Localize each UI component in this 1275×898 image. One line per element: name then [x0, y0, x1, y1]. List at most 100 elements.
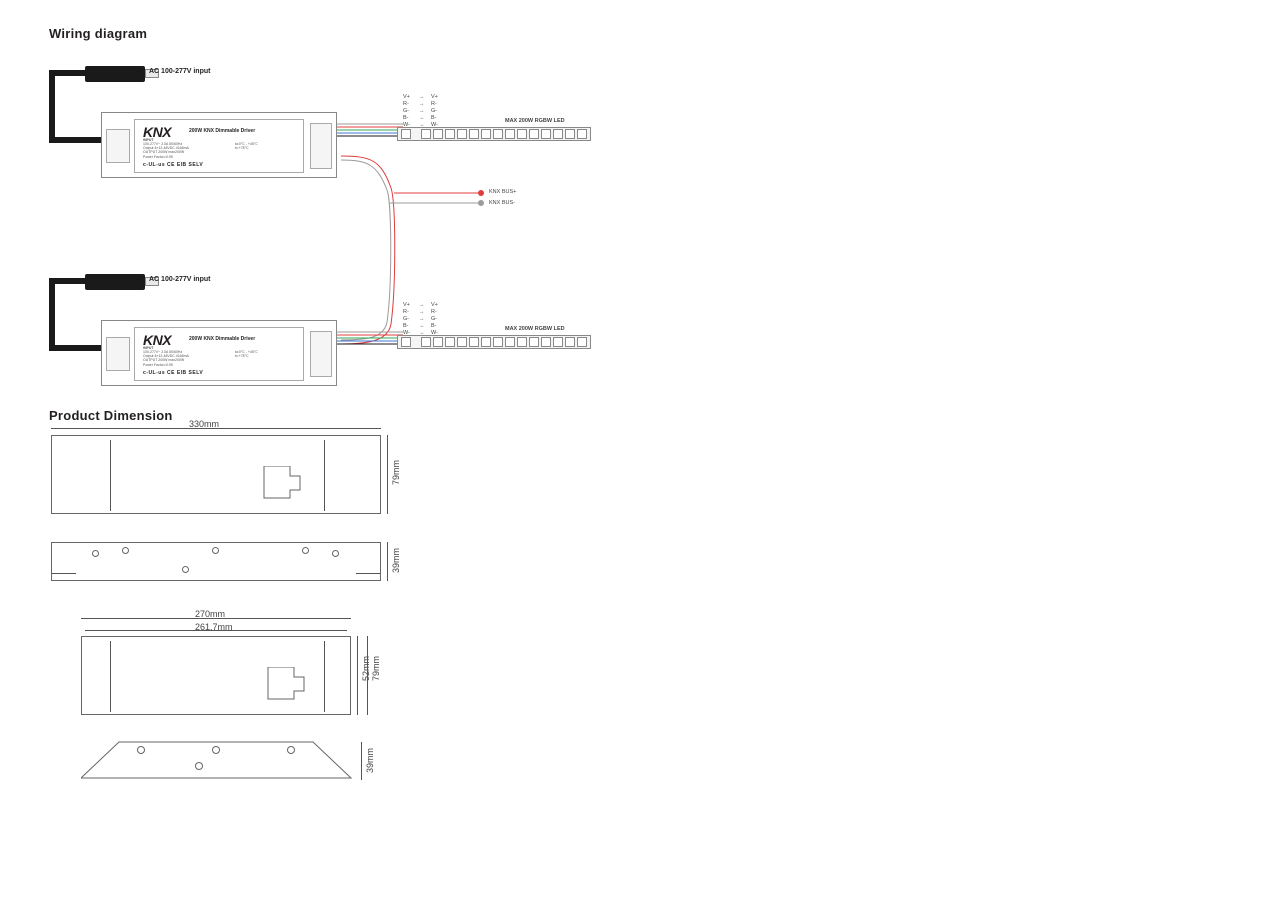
pin-right: G-	[431, 316, 437, 322]
panel-line	[110, 641, 111, 712]
dim-big-w: 330mm	[189, 419, 219, 429]
cable-icon	[49, 278, 89, 284]
led-cell	[517, 337, 527, 347]
dim-big-h: 79mm	[391, 460, 401, 485]
dimension-drawings: 330mm 79mm 39mm 270mm 261.7mm 52mm	[45, 408, 745, 808]
pin-left: R-	[403, 309, 409, 315]
pin-left: G-	[403, 316, 409, 322]
cable-icon	[49, 70, 89, 76]
input-terminal-icon	[106, 337, 130, 371]
led-cell	[505, 337, 515, 347]
pin-left: V+	[403, 302, 410, 308]
output-terminal-icon	[310, 331, 332, 377]
arrow-icon: →	[419, 108, 425, 114]
panel-line	[110, 440, 111, 511]
driver-label-panel: KNX 200W KNX Dimmable Driver INPUT 100-2…	[134, 119, 304, 173]
dim-line	[387, 435, 388, 514]
knx-bus-pos-label: KNX BUS+	[489, 189, 516, 195]
arrow-icon: →	[419, 101, 425, 107]
pin-left: V+	[403, 94, 410, 100]
dim-line	[361, 742, 362, 780]
panel-line	[324, 641, 325, 712]
input-terminal-icon	[106, 129, 130, 163]
cable-icon	[49, 70, 55, 140]
led-cell	[553, 129, 563, 139]
pin-right: B-	[431, 115, 437, 121]
led-cell	[481, 129, 491, 139]
arrow-icon: →	[419, 323, 425, 329]
pin-left: B-	[403, 115, 409, 121]
cable-icon	[49, 137, 101, 143]
driver-spec-text-2: ta:0°C - +45°C tc:+75°C	[235, 142, 258, 150]
dim-line	[357, 636, 358, 715]
output-wires-1	[337, 122, 403, 142]
pin-right: V+	[431, 94, 438, 100]
cable-icon	[49, 345, 101, 351]
arrow-icon: →	[419, 316, 425, 322]
led-cell	[529, 337, 539, 347]
pin-right: V+	[431, 302, 438, 308]
cert-logos: c-UL-us CE EIB SELV	[143, 162, 203, 168]
arrow-icon: →	[419, 309, 425, 315]
ac-input-label-1: AC 100-277V input	[149, 68, 210, 75]
led-cell	[541, 129, 551, 139]
arrow-icon: →	[419, 115, 425, 121]
driver-model: 200W KNX Dimmable Driver	[189, 336, 255, 342]
dim-big-side	[51, 542, 381, 581]
spec-line: Power Factor>0.95	[143, 363, 173, 367]
led-cell	[469, 129, 479, 139]
flange-line	[356, 573, 380, 574]
led-cell	[421, 129, 431, 139]
driver-spec-text: 100-277V~ 2.0A 50/60Hz Output 4×12-48VDC…	[143, 350, 233, 367]
led-cell	[401, 129, 411, 139]
led-max-label-1: MAX 200W RGBW LED	[505, 118, 565, 124]
spec-line: tc:+75°C	[235, 146, 249, 150]
knx-bus-wires	[341, 148, 541, 348]
connector-notch-icon	[262, 466, 302, 500]
led-max-label-2: MAX 200W RGBW LED	[505, 326, 565, 332]
driver-model: 200W KNX Dimmable Driver	[189, 128, 255, 134]
pin-left: G-	[403, 108, 409, 114]
knx-bus-neg-label: KNX BUS-	[489, 200, 515, 206]
dim-small-h1: 52mm	[361, 656, 371, 681]
led-cell	[565, 129, 575, 139]
led-strip-1	[397, 127, 591, 141]
pin-right: R-	[431, 101, 437, 107]
pin-left: R-	[403, 101, 409, 107]
led-cell	[493, 337, 503, 347]
led-cell	[433, 337, 443, 347]
led-cell	[577, 337, 587, 347]
led-cell	[421, 337, 431, 347]
dim-small-h2: 79mm	[371, 656, 381, 681]
dim-small-side	[81, 740, 361, 782]
dim-small-w: 270mm	[195, 609, 225, 619]
panel-line	[324, 440, 325, 511]
led-cell	[457, 337, 467, 347]
output-wires-2	[337, 330, 403, 350]
output-terminal-icon	[310, 123, 332, 169]
spec-line: tc:+75°C	[235, 354, 249, 358]
pin-right: R-	[431, 309, 437, 315]
spec-line: Power Factor>0.95	[143, 155, 173, 159]
driver-label-panel: KNX 200W KNX Dimmable Driver INPUT 100-2…	[134, 327, 304, 381]
pin-left: B-	[403, 323, 409, 329]
mount-hole-icon	[182, 566, 189, 573]
dim-big-top	[51, 435, 381, 514]
led-cell	[517, 129, 527, 139]
led-cell	[577, 129, 587, 139]
pin-right: G-	[431, 108, 437, 114]
pin-right: B-	[431, 323, 437, 329]
mount-hole-icon	[302, 547, 309, 554]
wiring-diagram: AC 100-277V input KNX 200W KNX Dimmable …	[45, 28, 945, 388]
power-plug-1	[85, 66, 145, 82]
dim-line	[367, 636, 368, 715]
led-cell	[401, 337, 411, 347]
mount-hole-icon	[332, 550, 339, 557]
led-cell	[445, 337, 455, 347]
connector-notch-icon	[266, 667, 306, 701]
mount-hole-icon	[122, 547, 129, 554]
driver-unit-1: KNX 200W KNX Dimmable Driver INPUT 100-2…	[101, 112, 337, 178]
led-cell	[457, 129, 467, 139]
driver-spec-text: 100-277V~ 2.0A 50/60Hz Output 4×12-48VDC…	[143, 142, 233, 159]
ac-input-label-2: AC 100-277V input	[149, 276, 210, 283]
